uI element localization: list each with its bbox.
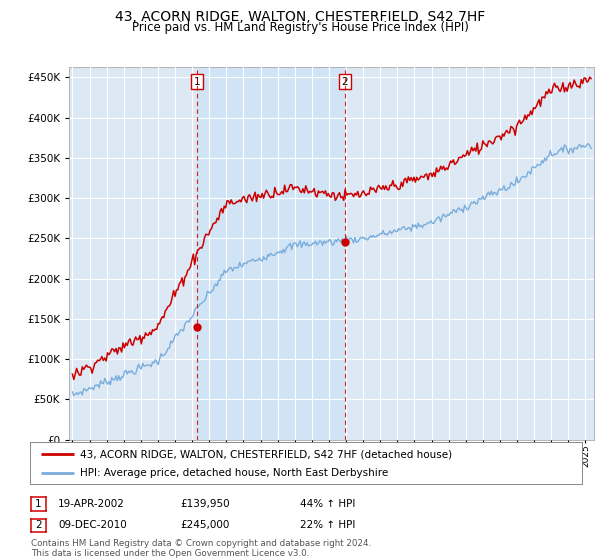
Text: Contains HM Land Registry data © Crown copyright and database right 2024.
This d: Contains HM Land Registry data © Crown c…: [31, 539, 371, 558]
Bar: [197, 67, 345, 440]
Text: 2: 2: [341, 77, 348, 86]
Text: Price paid vs. HM Land Registry's House Price Index (HPI): Price paid vs. HM Land Registry's House …: [131, 21, 469, 34]
Text: HPI: Average price, detached house, North East Derbyshire: HPI: Average price, detached house, Nort…: [80, 469, 388, 478]
Text: £245,000: £245,000: [180, 520, 229, 530]
Text: 1: 1: [35, 499, 42, 509]
Text: 19-APR-2002: 19-APR-2002: [58, 499, 125, 509]
Text: 44% ↑ HPI: 44% ↑ HPI: [300, 499, 355, 509]
Text: 22% ↑ HPI: 22% ↑ HPI: [300, 520, 355, 530]
Text: £139,950: £139,950: [180, 499, 230, 509]
Text: 1: 1: [194, 77, 200, 86]
Text: 43, ACORN RIDGE, WALTON, CHESTERFIELD, S42 7HF: 43, ACORN RIDGE, WALTON, CHESTERFIELD, S…: [115, 10, 485, 24]
Text: 43, ACORN RIDGE, WALTON, CHESTERFIELD, S42 7HF (detached house): 43, ACORN RIDGE, WALTON, CHESTERFIELD, S…: [80, 449, 452, 459]
Text: 09-DEC-2010: 09-DEC-2010: [58, 520, 127, 530]
Text: 2: 2: [35, 520, 42, 530]
